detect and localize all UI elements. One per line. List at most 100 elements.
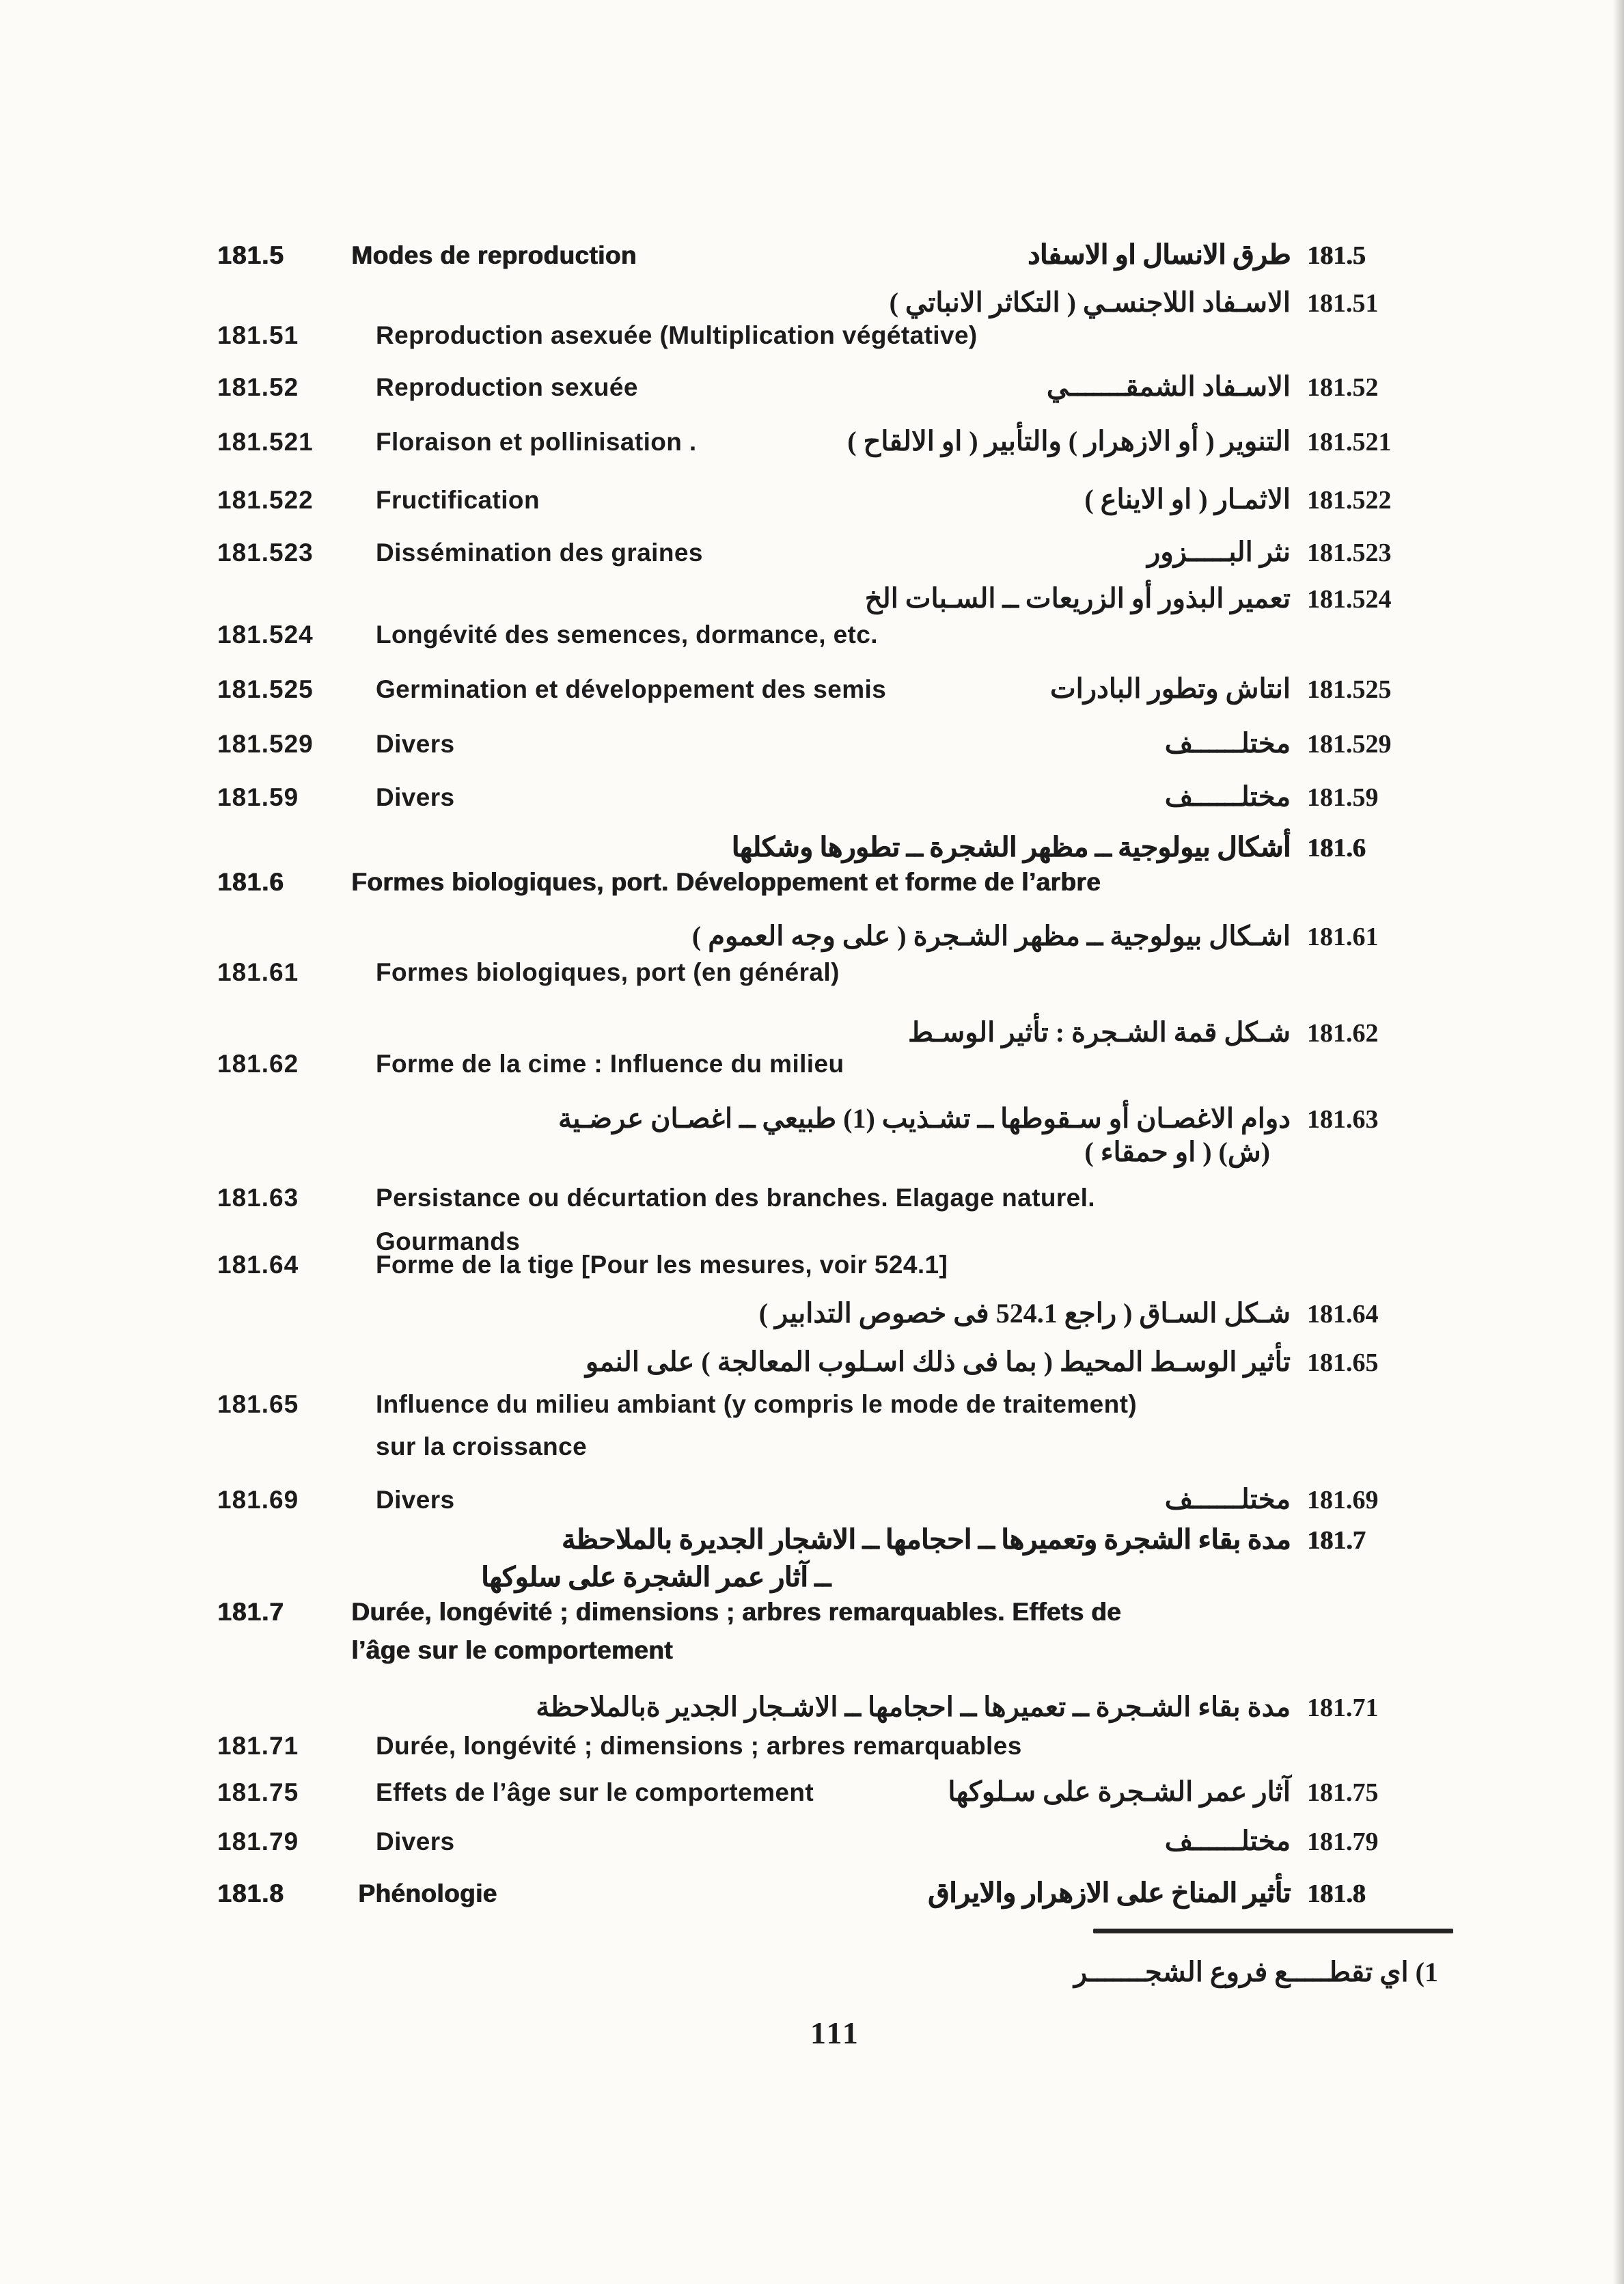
left-number: 181.529: [217, 730, 314, 758]
arabic-text: شـكل قمة الشـجرة : تأثير الوسـط: [908, 1017, 1291, 1048]
french-text: Dissémination des graines: [376, 539, 703, 567]
row-181-7-french-2: l’âge sur le comportement: [217, 1636, 1440, 1665]
row-181-522: 181.522 Fructification الاثمـار ( او الا…: [217, 483, 1440, 515]
arabic-text: آثار عمر الشـجرة على سـلوكها: [948, 1776, 1291, 1807]
french-text: Effets de l’âge sur le comportement: [376, 1778, 814, 1806]
arabic-text: طرق الانسال او الاسفاد: [1027, 239, 1291, 270]
footnote-separator-rule: [1093, 1929, 1453, 1933]
arabic-text: نثر البـــــزور: [1147, 536, 1291, 567]
arabic-text: الاثمـار ( او الايناع ): [1084, 484, 1291, 515]
row-181-525: 181.525 Germination et développement des…: [217, 672, 1440, 705]
row-181-7-french-1: 181.7 Durée, longévité ; dimensions ; ar…: [217, 1598, 1440, 1627]
right-number: 181.62: [1307, 1019, 1379, 1048]
row-181-524-arabic: تعمير البذور أو الزريعات ــ السـبات الخ …: [217, 582, 1440, 614]
right-number: 181.61: [1307, 923, 1379, 951]
row-181-62-arabic: شـكل قمة الشـجرة : تأثير الوسـط 181.62: [217, 1016, 1440, 1048]
right-number: 181.521: [1307, 428, 1392, 457]
right-number: 181.525: [1307, 675, 1392, 704]
right-number: 181.79: [1307, 1827, 1379, 1856]
arabic-text: أشكال بيولوجية ــ مظهر الشجرة ــ تطورها …: [731, 832, 1291, 862]
left-number: 181.65: [217, 1390, 299, 1418]
row-181-51-french: 181.51 Reproduction asexuée (Multiplicat…: [217, 321, 1440, 350]
left-number: 181.75: [217, 1778, 299, 1806]
row-181-64-arabic: شـكل السـاق ( راجع 524.1 فى خصوص التدابي…: [217, 1297, 1440, 1329]
left-number: 181.62: [217, 1050, 299, 1078]
row-181-6-arabic: أشكال بيولوجية ــ مظهر الشجرة ــ تطورها …: [217, 831, 1440, 863]
left-number: 181.522: [217, 486, 314, 514]
page-number: 111: [810, 2015, 860, 2050]
left-number: 181.8: [217, 1879, 284, 1907]
row-181-6-french: 181.6 Formes biologiques, port. Développ…: [217, 868, 1440, 897]
right-number: 181.522: [1307, 486, 1392, 515]
french-text: Divers: [376, 1486, 455, 1514]
arabic-text: شـكل السـاق ( راجع 524.1 فى خصوص التدابي…: [758, 1298, 1291, 1329]
row-181-63-arabic-2: (ش) ( او حمقاء ): [217, 1136, 1440, 1168]
right-number: 181.63: [1307, 1105, 1379, 1134]
french-text: sur la croissance: [376, 1432, 588, 1460]
arabic-text: الاسـفاد اللاجنسـي ( التكاثر الانباتي ): [889, 287, 1291, 318]
french-text: Persistance ou décurtation des branches.…: [376, 1184, 1095, 1212]
right-number: 181.59: [1307, 783, 1379, 812]
left-number: 181.525: [217, 675, 314, 703]
row-181-7-arabic-2: ــ آثار عمر الشجرة على سلوكها: [217, 1561, 1440, 1593]
french-text: Germination et développement des semis: [376, 675, 887, 703]
footnote-marker: 1): [1415, 1957, 1438, 1987]
french-text: Gourmands: [376, 1227, 521, 1255]
row-181-8: 181.8 Phénologie تأثير المناخ على الازهر…: [217, 1877, 1440, 1909]
arabic-text: انتاش وتطور البادرات: [1049, 673, 1291, 704]
left-number: 181.51: [217, 321, 299, 349]
french-text: Influence du milieu ambiant (y compris l…: [376, 1390, 1138, 1418]
row-181-63-arabic-1: دوام الاغصـان أو سـقوطها ــ تشـذيب (1) ط…: [217, 1102, 1440, 1134]
french-text: l’âge sur le comportement: [351, 1636, 673, 1664]
right-number: 181.65: [1307, 1348, 1379, 1377]
french-text: Reproduction sexuée: [376, 373, 638, 401]
row-181-62-french: 181.62 Forme de la cime : Influence du m…: [217, 1050, 1440, 1078]
row-181-521: 181.521 Floraison et pollinisation . الت…: [217, 425, 1440, 457]
right-number: 181.524: [1307, 585, 1392, 614]
left-number: 181.6: [217, 868, 284, 896]
arabic-text: الاسـفاد الشمقـــــــي: [1046, 371, 1291, 402]
right-number: 181.71: [1307, 1694, 1379, 1722]
left-number: 181.61: [217, 958, 299, 986]
left-number: 181.7: [217, 1598, 284, 1626]
row-181-7-arabic-1: مدة بقاء الشجرة وتعميرها ــ احجامها ــ ا…: [217, 1523, 1440, 1555]
right-number: 181.69: [1307, 1486, 1379, 1514]
right-number: 181.64: [1307, 1300, 1379, 1329]
right-number: 181.6: [1307, 834, 1366, 862]
french-text: Forme de la cime : Influence du milieu: [376, 1050, 844, 1078]
french-text: Durée, longévité ; dimensions ; arbres r…: [351, 1598, 1121, 1626]
french-text: Phénologie: [358, 1879, 497, 1907]
arabic-text: مختلــــــف: [1164, 1484, 1291, 1514]
row-181-71-french: 181.71 Durée, longévité ; dimensions ; a…: [217, 1732, 1440, 1760]
row-181-61-arabic: اشـكال بيولوجية ــ مظهر الشـجرة ( على وج…: [217, 920, 1440, 952]
row-181-69: 181.69 Divers مختلــــــف 181.69: [217, 1483, 1440, 1515]
row-181-529: 181.529 Divers مختلــــــف 181.529: [217, 727, 1440, 759]
arabic-text: مدة بقاء الشجرة وتعميرها ــ احجامها ــ ا…: [561, 1524, 1291, 1555]
right-number: 181.8: [1307, 1879, 1366, 1908]
row-181-65-french-1: 181.65 Influence du milieu ambiant (y co…: [217, 1390, 1440, 1419]
french-text: Durée, longévité ; dimensions ; arbres r…: [376, 1732, 1022, 1760]
arabic-text: مختلــــــف: [1164, 728, 1291, 759]
arabic-text: مدة بقاء الشـجرة ــ تعميرها ــ احجامها ـ…: [536, 1691, 1291, 1722]
french-text: Forme de la tige [Pour les mesures, voir…: [376, 1251, 948, 1279]
arabic-text: دوام الاغصـان أو سـقوطها ــ تشـذيب (1) ط…: [558, 1103, 1291, 1134]
row-181-5: 181.5 Modes de reproduction طرق الانسال …: [217, 239, 1440, 271]
left-number: 181.59: [217, 783, 299, 811]
row-181-75: 181.75 Effets de l’âge sur le comporteme…: [217, 1776, 1440, 1808]
left-number: 181.524: [217, 621, 314, 649]
row-181-63-french-2: Gourmands: [217, 1227, 1440, 1256]
left-number: 181.71: [217, 1732, 299, 1760]
row-181-64-french: 181.64 Forme de la tige [Pour les mesure…: [217, 1251, 1440, 1279]
left-number: 181.52: [217, 373, 299, 401]
left-number: 181.64: [217, 1251, 299, 1279]
arabic-text: تعمير البذور أو الزريعات ــ السـبات الخ: [864, 583, 1291, 614]
right-number: 181.52: [1307, 373, 1379, 402]
arabic-text: تأثير الوسـط المحيط ( بما فى ذلك اسـلوب …: [585, 1346, 1291, 1377]
row-181-51-arabic: الاسـفاد اللاجنسـي ( التكاثر الانباتي ) …: [217, 286, 1440, 318]
right-number: 181.523: [1307, 539, 1392, 567]
row-181-65-french-2: sur la croissance: [217, 1432, 1440, 1461]
french-text: Divers: [376, 783, 455, 811]
french-text: Modes de reproduction: [351, 241, 637, 269]
arabic-text: تأثير المناخ على الازهرار والايراق: [928, 1877, 1291, 1908]
french-text: Formes biologiques, port (en général): [376, 958, 840, 986]
